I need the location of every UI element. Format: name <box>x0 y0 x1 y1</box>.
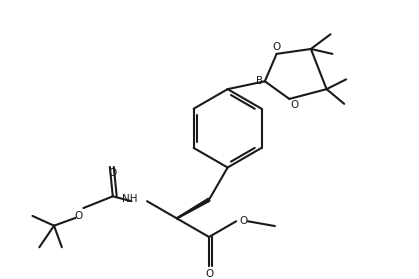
Text: O: O <box>272 42 281 52</box>
Text: NH: NH <box>122 194 137 204</box>
Text: O: O <box>109 168 117 178</box>
Text: O: O <box>239 216 247 226</box>
Text: O: O <box>290 100 298 110</box>
Text: O: O <box>75 211 83 221</box>
Text: O: O <box>205 269 213 279</box>
Text: B: B <box>256 76 264 86</box>
